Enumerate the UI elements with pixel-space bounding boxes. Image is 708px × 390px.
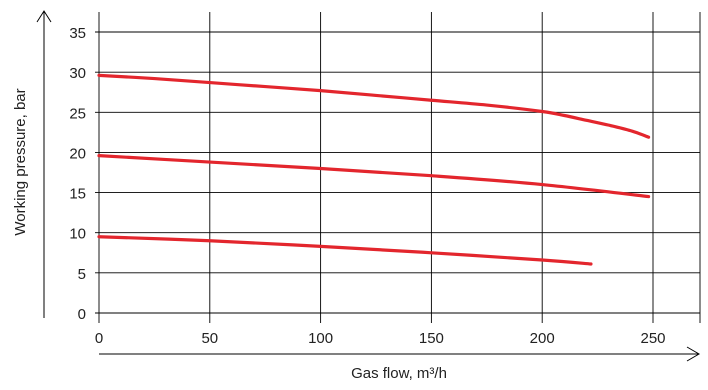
- series-line-3: [97, 235, 593, 266]
- x-tick-label: 150: [419, 330, 444, 347]
- y-tick-label: 35: [69, 25, 86, 42]
- x-axis-arrowhead: [686, 346, 700, 362]
- x-tick-label: 0: [95, 330, 103, 347]
- y-axis-label: Working pressure, bar: [12, 88, 29, 235]
- y-tick-label: 10: [69, 226, 86, 243]
- y-tick-label: 20: [69, 145, 86, 162]
- series-line-2: [97, 154, 651, 199]
- series-line-1: [97, 73, 651, 139]
- axes: [36, 10, 700, 362]
- x-tick-label: 250: [640, 330, 665, 347]
- series-lines: [97, 73, 651, 266]
- grid: [95, 12, 701, 323]
- y-tick-label: 25: [69, 105, 86, 122]
- x-tick-label: 50: [201, 330, 218, 347]
- y-tick-label: 5: [78, 266, 86, 283]
- x-tick-label: 100: [308, 330, 333, 347]
- y-tick-label: 0: [78, 306, 86, 323]
- tick-labels: 0 5 10 15 20 25 30 35 0 50 100 150 200 250: [69, 25, 665, 347]
- y-axis-arrowhead: [36, 10, 52, 23]
- y-tick-label: 30: [69, 65, 86, 82]
- x-tick-label: 200: [530, 330, 555, 347]
- x-axis-label: Gas flow, m³/h: [351, 365, 447, 382]
- y-tick-label: 15: [69, 186, 86, 203]
